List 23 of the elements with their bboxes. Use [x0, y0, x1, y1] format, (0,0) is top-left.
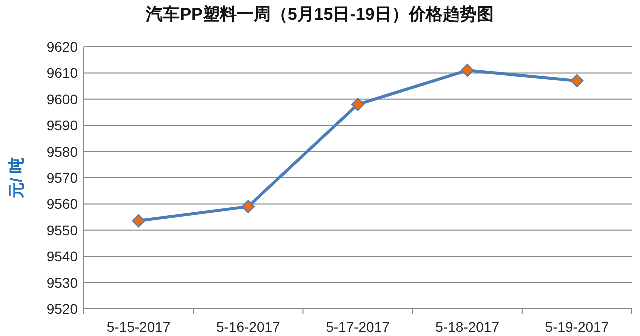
x-tick-label: 5-18-2017 [436, 319, 500, 335]
y-tick-label: 9590 [46, 118, 78, 134]
point [132, 214, 146, 228]
y-tick-label: 9580 [46, 144, 78, 160]
x-tick-label: 5-19-2017 [545, 319, 610, 335]
y-tick-label: 9620 [46, 39, 78, 55]
y-tick-label: 9530 [46, 274, 78, 291]
point [242, 200, 255, 214]
y-tick-label: 9610 [46, 65, 78, 82]
y-tick-label: 9540 [46, 248, 78, 265]
y-tick-label: 9600 [46, 91, 78, 108]
y-tick-label: 9520 [46, 301, 78, 317]
y-tick-label: 9560 [46, 196, 78, 212]
y-tick-label: 9570 [46, 170, 78, 186]
point [570, 74, 584, 88]
point [461, 64, 474, 78]
x-tick-label: 5-15-2017 [106, 319, 171, 335]
point [351, 98, 365, 112]
chart-title: 汽车PP塑料一周（5月15日-19日）价格趋势图 [145, 4, 494, 24]
y-axis-title: 元/ 吨 [8, 158, 26, 200]
y-tick-label: 9550 [46, 222, 78, 238]
x-tick-label: 5-16-2017 [216, 319, 281, 335]
x-tick-label: 5-17-2017 [326, 319, 390, 335]
